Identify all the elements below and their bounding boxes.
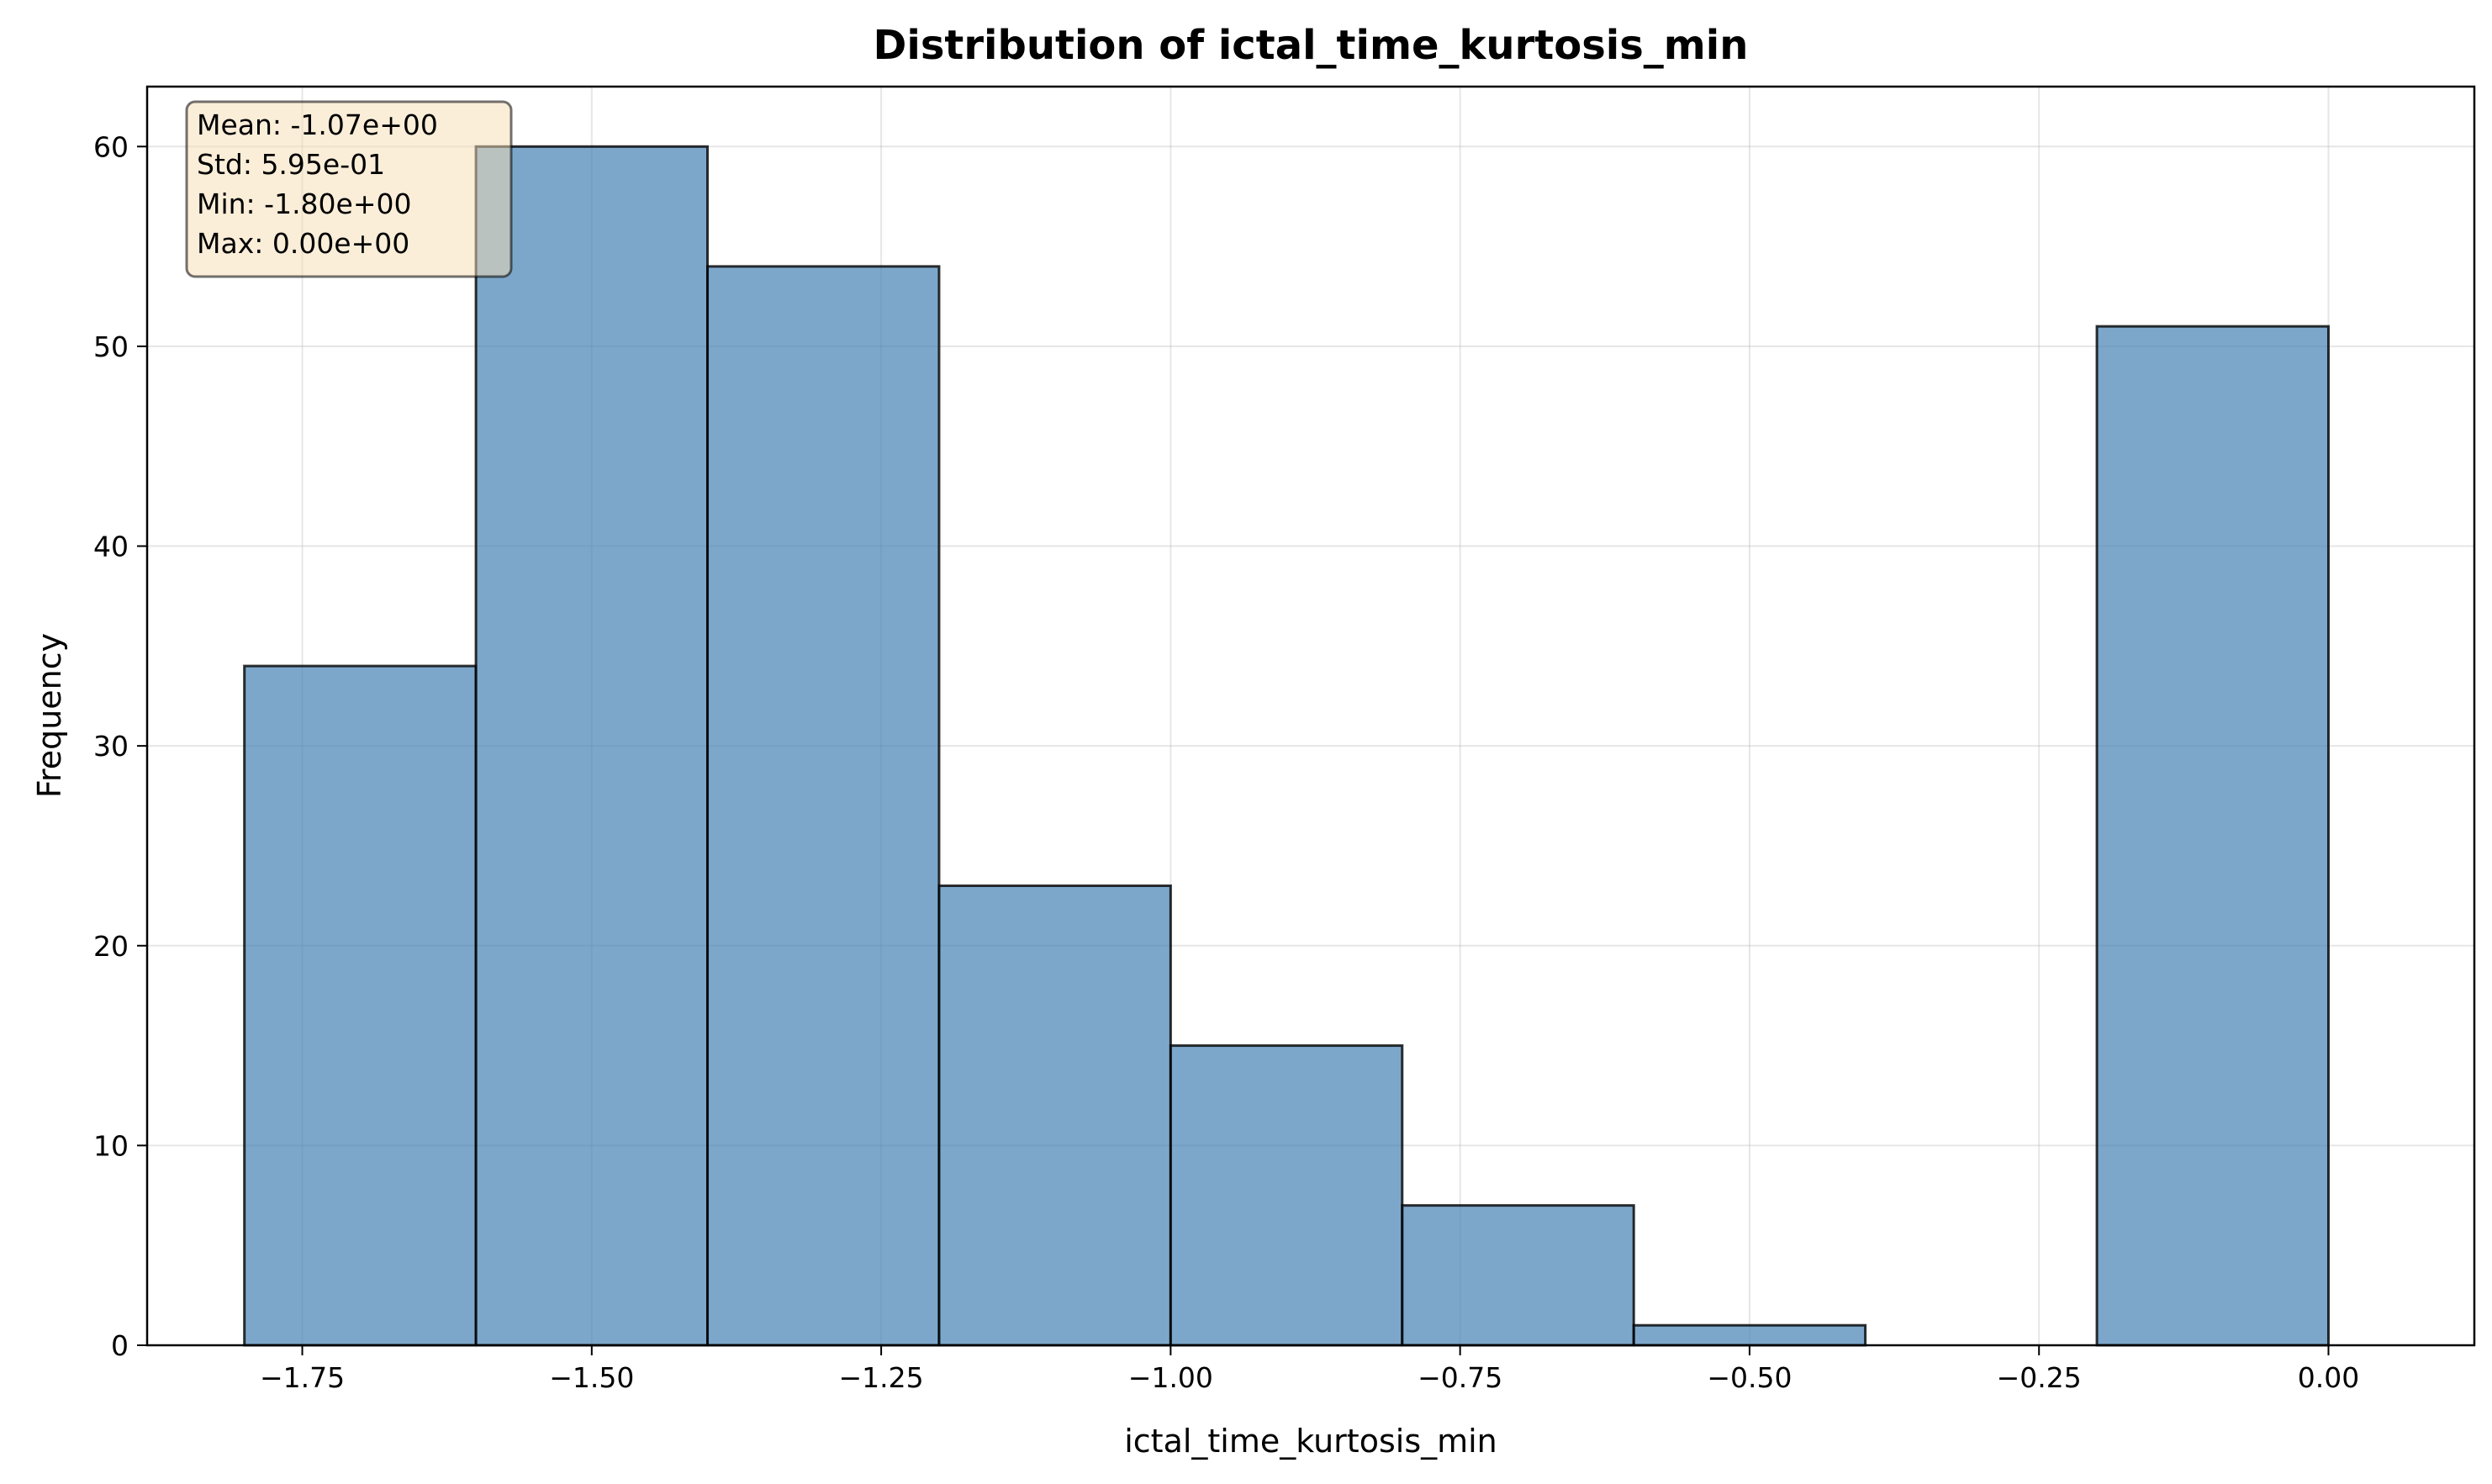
histogram-bar xyxy=(2095,325,2330,1347)
x-tick-label: −0.50 xyxy=(1707,1361,1792,1394)
x-tick-label: −1.25 xyxy=(839,1361,924,1394)
histogram-bar xyxy=(1169,1044,1404,1347)
stats-box: Mean: -1.07e+00 Std: 5.95e-01 Min: -1.80… xyxy=(185,100,513,278)
x-tick-label: −1.50 xyxy=(549,1361,634,1394)
histogram-bar xyxy=(706,265,941,1347)
chart-title: Distribution of ictal_time_kurtosis_min xyxy=(874,22,1749,69)
histogram-bar xyxy=(243,664,478,1347)
x-axis-label: ictal_time_kurtosis_min xyxy=(1124,1423,1497,1460)
histogram-bar xyxy=(1632,1323,1867,1347)
histogram-bar xyxy=(1401,1204,1635,1347)
x-tick-label: 0.00 xyxy=(2298,1361,2359,1394)
stats-std: Std: 5.95e-01 xyxy=(197,148,385,181)
histogram-bars xyxy=(243,145,2330,1347)
x-axis-ticks: −1.75 −1.50 −1.25 −1.00 −0.75 −0.50 −0.25 0.00 xyxy=(260,1345,2359,1394)
y-axis-ticks: 0 10 20 30 40 50 60 xyxy=(93,130,147,1362)
x-tick-label: −0.75 xyxy=(1418,1361,1502,1394)
y-axis-label: Frequency xyxy=(31,633,68,798)
y-tick-label: 60 xyxy=(93,130,129,163)
x-tick-label: −1.00 xyxy=(1128,1361,1213,1394)
x-tick-label: −0.25 xyxy=(1997,1361,2082,1394)
y-tick-label: 40 xyxy=(93,531,129,563)
y-tick-label: 30 xyxy=(93,730,129,763)
y-tick-label: 50 xyxy=(93,330,129,363)
stats-box-background xyxy=(185,100,513,278)
y-tick-label: 20 xyxy=(93,930,129,963)
histogram-bar xyxy=(937,884,1172,1347)
stats-mean: Mean: -1.07e+00 xyxy=(197,108,438,141)
histogram-bar xyxy=(474,145,710,1347)
y-tick-label: 10 xyxy=(93,1129,129,1162)
y-tick-label: 0 xyxy=(111,1329,129,1362)
stats-min: Min: -1.80e+00 xyxy=(197,187,412,220)
plot-frame xyxy=(145,85,2476,1347)
x-tick-label: −1.75 xyxy=(260,1361,345,1394)
stats-max: Max: 0.00e+00 xyxy=(197,227,409,260)
